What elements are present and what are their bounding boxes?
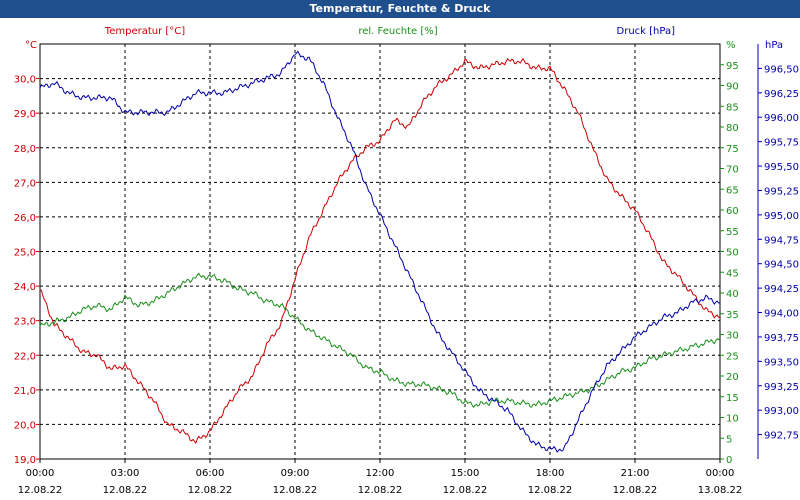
humidity-series-line bbox=[39, 272, 721, 409]
x-tick-time-label: 03:00 bbox=[111, 468, 140, 479]
humidity-tick-label: 65 bbox=[726, 185, 739, 196]
temperature-tick-label: 25,0 bbox=[14, 248, 36, 259]
temperature-tick-labels: 19,0 20,0 21,0 22,0 23,0 24,0 25,0 26,0 27,0 28,0… bbox=[14, 75, 40, 466]
humidity-tick-label: 20 bbox=[726, 372, 739, 383]
pressure-tick-label: 993,75 bbox=[764, 333, 799, 344]
humidity-tick-label: 40 bbox=[726, 289, 739, 300]
temperature-tick-label: 21,0 bbox=[14, 386, 36, 397]
pressure-series-line bbox=[39, 50, 721, 453]
weather-chart: °C Temperatur [°C] rel. Feuchte [%] Druc… bbox=[14, 26, 799, 496]
x-tick-date-label: 12.08.22 bbox=[273, 485, 318, 496]
temperature-series-line bbox=[39, 57, 720, 445]
humidity-tick-label: 25 bbox=[726, 351, 739, 362]
pressure-unit-label: hPa bbox=[765, 40, 783, 51]
temperature-tick-label: 20,0 bbox=[14, 420, 36, 431]
x-tick-date-label: 13.08.22 bbox=[698, 485, 743, 496]
pressure-tick-label: 994,25 bbox=[764, 284, 799, 295]
humidity-tick-label: 35 bbox=[726, 310, 739, 321]
x-tick-date-label: 12.08.22 bbox=[188, 485, 233, 496]
temperature-tick-label: 19,0 bbox=[14, 455, 36, 466]
pressure-axis-label: Druck [hPa] bbox=[617, 26, 676, 37]
pressure-tick-label: 993,50 bbox=[764, 357, 799, 368]
x-tick-time-label: 18:00 bbox=[536, 468, 565, 479]
humidity-tick-label: 85 bbox=[726, 102, 739, 113]
pressure-tick-label: 994,75 bbox=[764, 235, 799, 246]
humidity-tick-label: 55 bbox=[726, 227, 739, 238]
pressure-tick-label: 992,75 bbox=[764, 431, 799, 442]
humidity-axis-label: rel. Feuchte [%] bbox=[358, 26, 437, 37]
x-tick-labels: 00:00 12.08.22 03:00 12.08.22 06:00 12.08.22 0… bbox=[18, 459, 743, 496]
x-tick-date-label: 12.08.22 bbox=[528, 485, 573, 496]
x-tick-time-label: 00:00 bbox=[26, 468, 55, 479]
temperature-tick-label: 29,0 bbox=[14, 109, 36, 120]
humidity-unit-label: % bbox=[726, 40, 736, 51]
pressure-tick-label: 995,25 bbox=[764, 186, 799, 197]
humidity-tick-label: 75 bbox=[726, 144, 739, 155]
humidity-tick-label: 30 bbox=[726, 331, 739, 342]
temperature-unit-label: °C bbox=[25, 40, 37, 51]
humidity-tick-labels: 0 5 10 15 20 25 30 35 40 45 50 55 60 65 70 75 80 85 90 95 bbox=[720, 61, 739, 466]
x-tick-date-label: 12.08.22 bbox=[18, 485, 63, 496]
pressure-tick-label: 993,00 bbox=[764, 406, 799, 417]
pressure-tick-label: 993,25 bbox=[764, 382, 799, 393]
humidity-tick-label: 70 bbox=[726, 165, 739, 176]
pressure-tick-labels: 992,75 993,00 993,25 993,50 993,75 994,00 994,… bbox=[757, 44, 799, 459]
temperature-axis-label: Temperatur [°C] bbox=[104, 26, 185, 37]
humidity-tick-label: 90 bbox=[726, 82, 739, 93]
x-tick-date-label: 12.08.22 bbox=[443, 485, 488, 496]
temperature-tick-label: 30,0 bbox=[14, 75, 36, 86]
temperature-tick-label: 22,0 bbox=[14, 351, 36, 362]
pressure-tick-label: 994,50 bbox=[764, 260, 799, 271]
x-tick-time-label: 06:00 bbox=[196, 468, 225, 479]
pressure-tick-label: 996,00 bbox=[764, 113, 799, 124]
x-tick-time-label: 12:00 bbox=[366, 468, 395, 479]
x-tick-date-label: 12.08.22 bbox=[103, 485, 148, 496]
x-tick-date-label: 12.08.22 bbox=[613, 485, 658, 496]
humidity-tick-label: 5 bbox=[726, 434, 732, 445]
pressure-tick-label: 996,25 bbox=[764, 89, 799, 100]
pressure-tick-label: 994,00 bbox=[764, 309, 799, 320]
pressure-tick-label: 995,00 bbox=[764, 211, 799, 222]
humidity-tick-label: 15 bbox=[726, 393, 739, 404]
window-title: Temperatur, Feuchte & Druck bbox=[0, 0, 800, 18]
humidity-tick-label: 80 bbox=[726, 123, 739, 134]
temperature-tick-label: 27,0 bbox=[14, 178, 36, 189]
humidity-tick-label: 0 bbox=[726, 455, 732, 466]
humidity-tick-label: 60 bbox=[726, 206, 739, 217]
humidity-tick-label: 10 bbox=[726, 414, 739, 425]
temperature-tick-label: 24,0 bbox=[14, 282, 36, 293]
x-tick-time-label: 15:00 bbox=[451, 468, 480, 479]
humidity-tick-label: 45 bbox=[726, 268, 739, 279]
x-tick-time-label: 21:00 bbox=[621, 468, 650, 479]
x-tick-time-label: 00:00 bbox=[706, 468, 735, 479]
pressure-tick-label: 995,50 bbox=[764, 162, 799, 173]
humidity-tick-label: 50 bbox=[726, 248, 739, 259]
x-tick-time-label: 09:00 bbox=[281, 468, 310, 479]
x-tick-date-label: 12.08.22 bbox=[358, 485, 403, 496]
humidity-tick-label: 95 bbox=[726, 61, 739, 72]
grid-lines bbox=[40, 44, 720, 459]
temperature-tick-label: 23,0 bbox=[14, 317, 36, 328]
pressure-tick-label: 995,75 bbox=[764, 138, 799, 149]
temperature-tick-label: 28,0 bbox=[14, 144, 36, 155]
temperature-tick-label: 26,0 bbox=[14, 213, 36, 224]
pressure-tick-label: 996,50 bbox=[764, 64, 799, 75]
